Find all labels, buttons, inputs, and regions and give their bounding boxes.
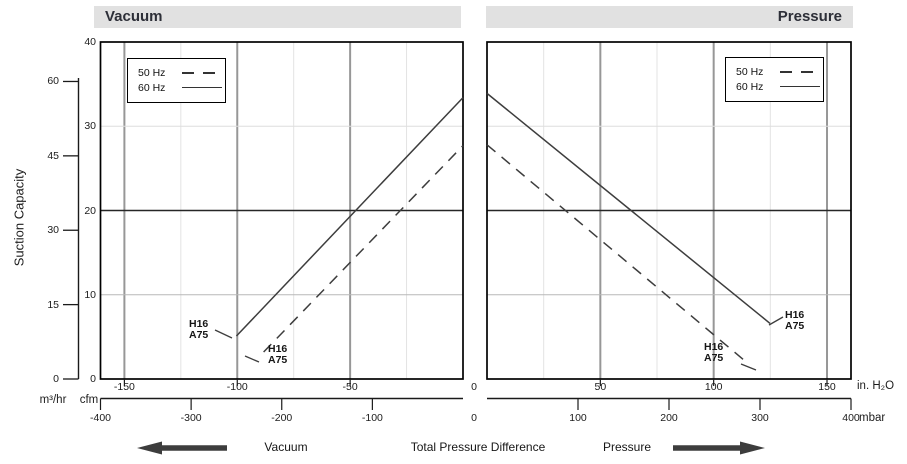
footer-center-label: Total Pressure Difference: [410, 440, 546, 454]
legend-label-50hz: 50 Hz: [138, 66, 166, 79]
annotation-leader-line: [768, 316, 784, 326]
cfm-tick-label: 10: [84, 288, 96, 301]
legend-item-60hz: 60 Hz: [736, 79, 823, 94]
mbar-tick-label: -400: [89, 412, 112, 424]
vacuum-chart-header: Vacuum: [94, 6, 461, 28]
inh2o-tick-label: -50: [342, 380, 358, 393]
pressure-chart-header: Pressure: [486, 6, 853, 28]
annotation-leader-line: [740, 363, 757, 371]
inh2o-tick-label: -100: [226, 380, 248, 393]
legend-label-60hz: 60 Hz: [736, 80, 764, 93]
plot-border: [486, 41, 852, 380]
curve-60hz: [235, 97, 464, 337]
shared-zero-inh2o-label: 0: [471, 380, 477, 393]
shared-zero-mbar-label: 0: [471, 412, 477, 424]
curve-annotation-pressure-50hz: H16 A75: [704, 341, 724, 364]
curve-annotation-vacuum-50hz: H16 A75: [268, 343, 288, 366]
mbar-tick-label: -300: [180, 412, 202, 424]
m3hr-unit-label: m³/hr: [39, 394, 67, 406]
cfm-unit-label: cfm: [79, 394, 99, 406]
plot-border: [99, 41, 464, 380]
mbar-tick-label: 200: [660, 412, 678, 424]
legend-vacuum: 50 Hz 60 Hz: [127, 58, 226, 103]
annotation-leader-line: [214, 329, 233, 339]
curve-50hz: [263, 145, 464, 353]
solid-line-sample-icon: [780, 85, 820, 88]
pressure-chart-header-label: Pressure: [777, 8, 842, 25]
m3hr-tick-label: 15: [47, 298, 59, 311]
cfm-tick-label: 30: [84, 120, 96, 133]
m3hr-tick-label: 60: [47, 75, 59, 88]
solid-line-sample-icon: [182, 86, 222, 89]
legend-item-60hz: 60 Hz: [138, 80, 225, 95]
annotation-leader-line: [244, 355, 260, 363]
legend-pressure: 50 Hz 60 Hz: [725, 57, 824, 102]
cfm-tick-label: 0: [90, 373, 96, 385]
inh2o-tick-label: 100: [704, 380, 723, 393]
dashed-line-sample-icon: [182, 71, 222, 74]
legend-item-50hz: 50 Hz: [138, 65, 225, 80]
mbar-tick-label: 300: [751, 412, 769, 424]
dashed-line-sample-icon: [780, 70, 820, 73]
mbar-tick-label: -100: [361, 412, 383, 424]
footer-vacuum-label: Vacuum: [264, 440, 308, 454]
curve-annotation-pressure-60hz: H16 A75: [785, 309, 805, 332]
mbar-tick-label: 100: [569, 412, 587, 424]
inh2o-tick-label: 50: [594, 380, 607, 393]
legend-item-50hz: 50 Hz: [736, 64, 823, 79]
m3hr-tick-label: 45: [47, 149, 59, 162]
legend-label-60hz: 60 Hz: [138, 81, 166, 94]
footer-pressure-label: Pressure: [602, 440, 652, 454]
cfm-tick-label: 20: [84, 204, 96, 217]
legend-label-50hz: 50 Hz: [736, 65, 764, 78]
vacuum-direction-arrow-icon: [137, 441, 227, 455]
inh2o-tick-label: -150: [113, 380, 135, 393]
mbar-tick-label: 400: [842, 412, 860, 424]
cfm-tick-label: 40: [84, 36, 96, 48]
m3hr-tick-label: 0: [53, 373, 59, 385]
inh2o-tick-label: 150: [818, 380, 836, 393]
mbar-tick-label: -200: [271, 412, 293, 424]
m3hr-tick-label: 30: [47, 224, 59, 237]
curve-60hz: [486, 92, 771, 324]
mbar-unit-label: mbar: [859, 412, 886, 424]
pressure-direction-arrow-icon: [673, 441, 765, 455]
inh2o-unit-label: in. H₂O: [857, 380, 895, 392]
curve-annotation-vacuum-60hz: H16 A75: [189, 318, 209, 341]
curve-50hz: [486, 144, 746, 362]
